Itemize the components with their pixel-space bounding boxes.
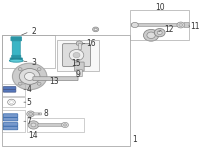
Circle shape [93, 27, 99, 32]
Text: 3: 3 [32, 58, 36, 67]
Circle shape [177, 22, 185, 28]
FancyBboxPatch shape [11, 37, 22, 41]
FancyBboxPatch shape [38, 124, 64, 126]
Circle shape [37, 82, 41, 85]
Text: 13: 13 [49, 77, 58, 86]
Circle shape [73, 52, 80, 58]
Text: 4: 4 [27, 85, 32, 94]
FancyBboxPatch shape [12, 39, 20, 57]
FancyBboxPatch shape [33, 113, 42, 115]
FancyBboxPatch shape [75, 62, 84, 71]
Circle shape [69, 50, 84, 61]
FancyBboxPatch shape [3, 123, 18, 126]
Bar [2, 84, 25, 96]
FancyBboxPatch shape [3, 87, 16, 89]
Bar [78, 43, 81, 49]
FancyBboxPatch shape [12, 55, 21, 59]
Bar [57, 40, 99, 71]
Circle shape [179, 24, 183, 26]
Circle shape [24, 72, 35, 80]
Bar [2, 97, 25, 107]
Circle shape [64, 124, 67, 126]
Circle shape [31, 123, 36, 127]
Circle shape [94, 28, 97, 31]
Bar [130, 10, 189, 40]
FancyBboxPatch shape [184, 22, 189, 27]
FancyBboxPatch shape [77, 70, 82, 77]
Text: 2: 2 [32, 27, 36, 36]
Circle shape [28, 121, 39, 129]
Bar [2, 110, 25, 132]
Text: 16: 16 [86, 39, 96, 48]
Bar [2, 35, 55, 68]
Circle shape [18, 68, 22, 71]
Text: 1: 1 [132, 135, 137, 144]
Circle shape [12, 63, 47, 90]
FancyBboxPatch shape [132, 24, 182, 26]
Text: 10: 10 [155, 3, 165, 12]
FancyBboxPatch shape [3, 126, 18, 130]
Circle shape [131, 22, 138, 28]
Circle shape [147, 32, 155, 39]
Circle shape [19, 69, 40, 84]
Text: 15: 15 [71, 59, 80, 68]
Bar [27, 118, 84, 132]
Text: 8: 8 [44, 109, 49, 118]
Text: 14: 14 [28, 131, 37, 140]
Text: 12: 12 [164, 25, 174, 34]
Circle shape [154, 29, 165, 37]
FancyBboxPatch shape [33, 77, 78, 81]
Text: 5: 5 [27, 98, 32, 107]
FancyBboxPatch shape [63, 44, 90, 67]
Text: 9: 9 [76, 70, 81, 79]
FancyBboxPatch shape [3, 89, 16, 92]
Circle shape [27, 111, 34, 117]
FancyBboxPatch shape [3, 114, 18, 117]
Text: 11: 11 [190, 22, 200, 31]
FancyBboxPatch shape [10, 58, 22, 61]
Circle shape [157, 31, 162, 35]
Ellipse shape [9, 59, 23, 62]
Circle shape [18, 82, 22, 85]
Bar [2, 35, 130, 146]
Circle shape [29, 112, 33, 115]
Circle shape [62, 122, 68, 128]
Circle shape [143, 29, 159, 41]
FancyBboxPatch shape [3, 117, 18, 121]
Text: 7: 7 [27, 117, 32, 126]
Circle shape [37, 68, 41, 71]
